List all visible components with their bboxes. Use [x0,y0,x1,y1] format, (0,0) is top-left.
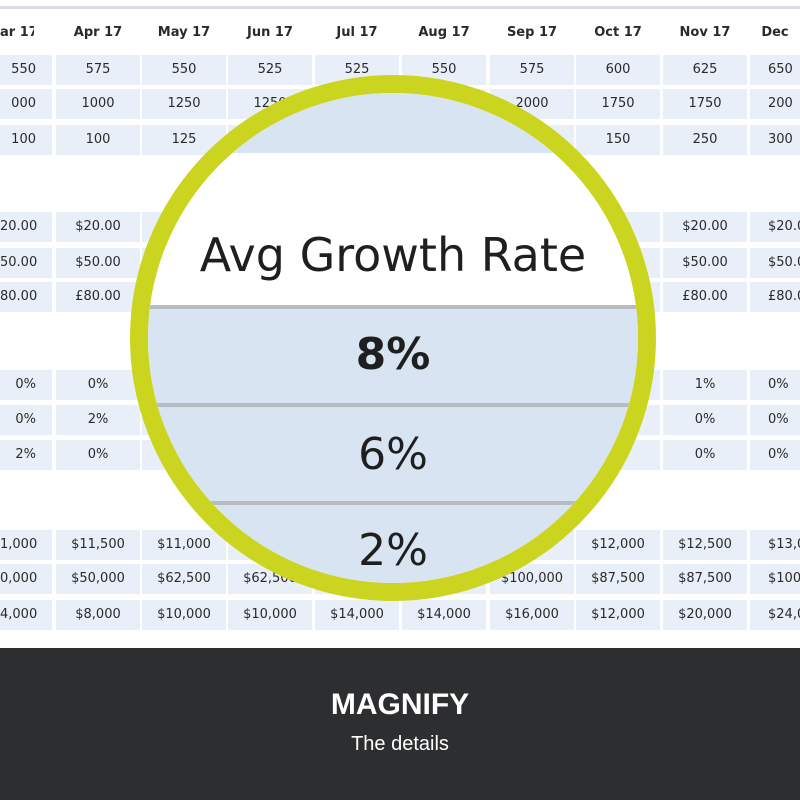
table-cell[interactable]: £80.00 [663,282,747,312]
top-divider [0,6,800,9]
table-cell[interactable]: 650 [750,55,800,85]
month-header: Sep 17 [506,25,558,40]
table-cell[interactable]: $11,500 [56,530,140,560]
table-cell[interactable]: 50.00 [0,248,52,278]
table-cell[interactable]: 525 [228,55,312,85]
table-cell[interactable]: 2% [56,405,140,435]
table-cell[interactable]: 0% [0,405,52,435]
table-cell[interactable]: $50.00 [56,248,140,278]
table-cell[interactable]: 625 [663,55,747,85]
table-cell[interactable]: 0,000 [0,564,52,594]
lens-divider [148,501,638,505]
table-cell[interactable]: 0% [0,370,52,400]
table-cell[interactable]: $20,000 [663,600,747,630]
table-cell[interactable]: $50.00 [663,248,747,278]
magnifier-lens: Avg Growth Rate 8% 6% 2% [130,75,656,601]
table-cell[interactable]: 1750 [663,89,747,119]
table-cell[interactable]: 4,000 [0,600,52,630]
month-header: Oct 17 [594,25,642,40]
table-cell[interactable]: 80.00 [0,282,52,312]
lens-row-2 [148,407,638,501]
table-cell[interactable]: $50.0 [750,248,800,278]
table-cell[interactable]: 0% [750,405,800,435]
avg-growth-rate-header: Avg Growth Rate [199,228,587,282]
table-cell[interactable]: 575 [56,55,140,85]
footer-subtitle: The details [351,733,449,755]
month-header: Nov 17 [679,25,731,40]
table-cell[interactable]: $50,000 [56,564,140,594]
table-cell[interactable]: 2% [0,440,52,470]
table-cell[interactable]: 550 [142,55,226,85]
table-cell[interactable]: $20.00 [56,212,140,242]
table-cell[interactable]: 200 [750,89,800,119]
table-cell[interactable]: $100,0 [750,564,800,594]
table-cell[interactable]: 575 [490,55,574,85]
lens-row-3 [148,505,638,583]
table-cell[interactable]: $14,000 [315,600,399,630]
table-cell[interactable]: £80.00 [56,282,140,312]
table-cell[interactable]: 1000 [56,89,140,119]
lens-row-top [148,93,638,153]
table-cell[interactable]: 550 [0,55,52,85]
table-cell[interactable]: 600 [576,55,660,85]
table-cell[interactable]: $13,0 [750,530,800,560]
table-cell[interactable]: 100 [56,125,140,155]
month-header: Jul 17 [336,25,378,40]
table-cell[interactable]: 1% [663,370,747,400]
table-cell[interactable]: $10,000 [142,600,226,630]
month-header: Dec [761,25,789,40]
table-cell[interactable]: $87,500 [663,564,747,594]
lens-row-1 [148,309,638,403]
month-header: Aug 17 [418,25,470,40]
table-cell[interactable]: 0% [750,440,800,470]
table-cell[interactable]: 0% [750,370,800,400]
table-cell[interactable]: $16,000 [490,600,574,630]
table-cell[interactable]: $24,0 [750,600,800,630]
table-cell[interactable]: $14,000 [402,600,486,630]
footer-title: MAGNIFY [330,688,470,721]
growth-rate-value: 8% [355,329,431,380]
table-cell[interactable]: $12,500 [663,530,747,560]
lens-divider [148,305,638,309]
table-cell[interactable]: $20.0 [750,212,800,242]
table-cell[interactable]: $12,000 [576,600,660,630]
month-header: May 17 [157,25,211,40]
table-cell[interactable]: 000 [0,89,52,119]
table-cell[interactable]: 1,000 [0,530,52,560]
lens-header-row [148,153,638,305]
lens-divider [148,403,638,407]
month-header: Apr 17 [73,25,123,40]
month-header: Jun 17 [247,25,293,40]
footer-banner [0,648,800,800]
table-cell[interactable]: 0% [56,440,140,470]
month-header: ar 17 [0,25,34,40]
table-cell[interactable]: 250 [663,125,747,155]
table-cell[interactable]: 0% [663,440,747,470]
table-cell[interactable]: $20.00 [663,212,747,242]
growth-rate-value: 6% [358,429,428,480]
table-cell[interactable]: £80.0 [750,282,800,312]
table-cell[interactable]: $10,000 [228,600,312,630]
table-cell[interactable]: 0% [663,405,747,435]
table-cell[interactable]: 0% [56,370,140,400]
table-cell[interactable]: 300 [750,125,800,155]
table-cell[interactable]: 100 [0,125,52,155]
growth-rate-value: 2% [358,525,428,576]
table-cell[interactable]: $8,000 [56,600,140,630]
table-cell[interactable]: 20.00 [0,212,52,242]
